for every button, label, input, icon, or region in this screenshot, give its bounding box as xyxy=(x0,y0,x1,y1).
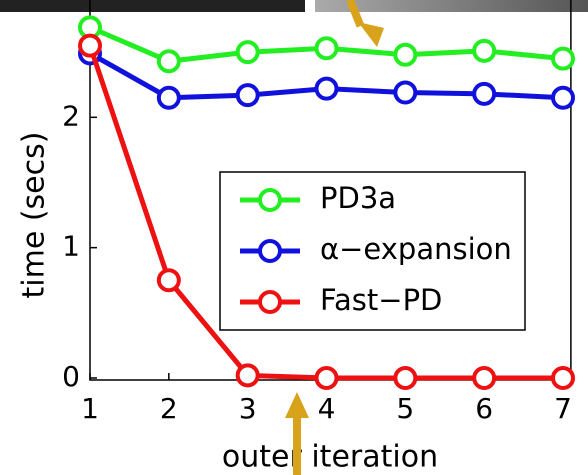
y-tick-label: 0 xyxy=(62,360,80,393)
y-tick-label: 1 xyxy=(62,230,80,263)
x-tick-label: 1 xyxy=(81,392,99,425)
data-point xyxy=(238,85,258,105)
data-point xyxy=(395,45,415,65)
x-tick-label: 6 xyxy=(475,392,493,425)
data-point xyxy=(474,368,494,388)
data-point xyxy=(474,84,494,104)
data-point xyxy=(317,368,337,388)
legend-marker xyxy=(260,190,280,210)
top-image-strip xyxy=(0,0,305,12)
x-axis-label: outer iteration xyxy=(222,440,438,475)
legend: PD3a α−expansion Fast−PD xyxy=(220,172,525,330)
chart: 0121234567 time (secs) outer iteration P… xyxy=(0,0,588,475)
y-tick-label: 2 xyxy=(62,99,80,132)
data-point xyxy=(80,36,100,56)
data-point xyxy=(238,42,258,62)
legend-label: α−expansion xyxy=(320,232,512,266)
x-tick-label: 3 xyxy=(239,392,257,425)
y-axis-label: time (secs) xyxy=(17,132,52,299)
data-point xyxy=(553,49,573,69)
legend-marker xyxy=(260,241,280,261)
x-tick-label: 4 xyxy=(318,392,336,425)
data-point xyxy=(317,38,337,58)
legend-label: PD3a xyxy=(320,181,396,215)
legend-marker xyxy=(260,292,280,312)
data-point xyxy=(159,270,179,290)
x-tick-label: 7 xyxy=(554,392,572,425)
data-point xyxy=(553,88,573,108)
data-point xyxy=(159,88,179,108)
data-point xyxy=(474,41,494,61)
data-point xyxy=(395,83,415,103)
legend-label: Fast−PD xyxy=(320,283,442,317)
data-point xyxy=(395,368,415,388)
x-tick-label: 2 xyxy=(160,392,178,425)
data-point xyxy=(159,51,179,71)
data-point xyxy=(553,368,573,388)
data-point xyxy=(238,365,258,385)
x-tick-label: 5 xyxy=(396,392,414,425)
data-point xyxy=(317,79,337,99)
